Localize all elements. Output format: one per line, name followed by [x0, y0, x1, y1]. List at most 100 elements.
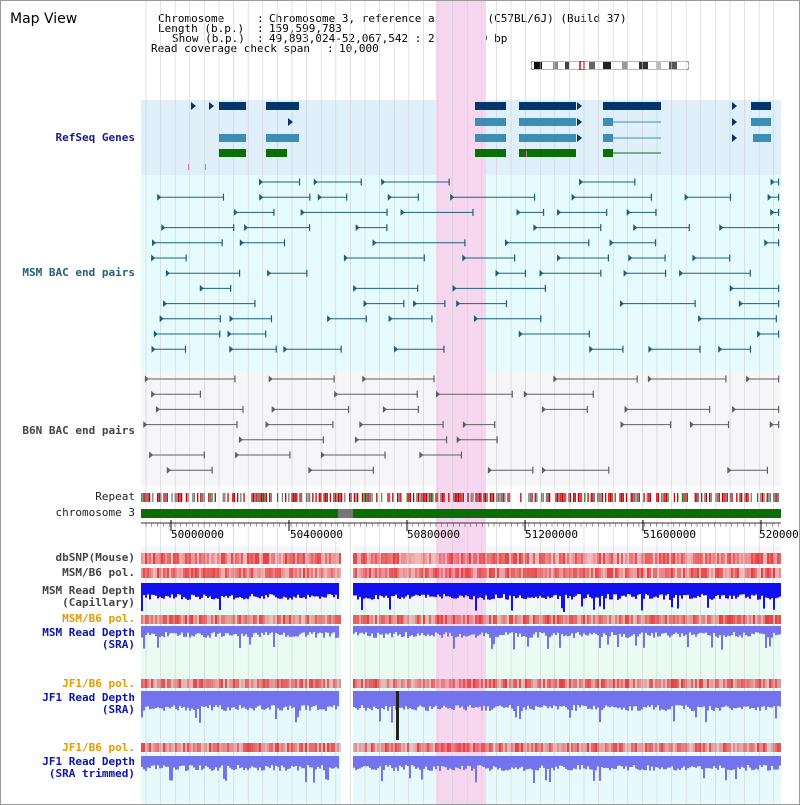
track-label-dbsnp[interactable]: dbSNP(Mouse) — [55, 551, 135, 564]
msm-cap-depth-bar — [517, 583, 519, 598]
jf1-pol-cell — [325, 679, 327, 688]
msm-sra-depth-bar — [691, 626, 693, 636]
jf1-pol-cell — [687, 679, 689, 688]
msm-pol2-cell — [377, 615, 379, 624]
bac-end-marker — [586, 405, 588, 413]
track-label-jf1-b6-pol-1[interactable]: JF1/B6 pol. — [62, 677, 135, 690]
msm-sra-depth-bar — [451, 626, 453, 637]
msm-cap-depth-bar — [529, 583, 531, 598]
dbsnp-cell — [693, 553, 695, 564]
jf1-sra-depth-bar — [213, 691, 215, 708]
jf1-trim-depth-bar — [529, 756, 531, 769]
msm-sra-depth-bar — [679, 626, 681, 638]
dbsnp-cell — [231, 553, 233, 564]
track-label-refseq[interactable]: RefSeq Genes — [55, 131, 135, 144]
msm-sra-depth-bar — [375, 626, 377, 638]
track-label-msm-bac[interactable]: MSM BAC end pairs — [22, 266, 135, 279]
msm-pol2-cell — [743, 615, 745, 624]
msm-cap-depth-bar — [693, 583, 695, 598]
jf1-pol2-cell — [395, 743, 397, 752]
jf1-pol2-cell — [545, 743, 547, 752]
msm-bac-track[interactable] — [151, 178, 780, 353]
bac-end-marker — [634, 178, 636, 186]
repeat-element — [701, 493, 703, 502]
track-label-msm-read-sra[interactable]: MSM Read Depth — [42, 626, 135, 639]
msm-sra-depth-bar — [199, 626, 201, 634]
repeat-element — [208, 493, 210, 502]
msm-pol-cell — [557, 568, 559, 578]
repeat-element — [457, 493, 460, 502]
bac-end-marker — [665, 269, 667, 277]
repeat-element — [419, 493, 421, 502]
jf1-sra-depth-bar — [457, 691, 459, 706]
jf1-pol2-cell — [261, 743, 263, 752]
msm-pol2-cell — [675, 615, 677, 624]
jf1-pol-cell — [475, 679, 477, 688]
bac-end-marker — [620, 300, 625, 308]
jf1-pol2-cell — [287, 743, 289, 752]
msm-pol-cell — [725, 568, 727, 578]
msm-pol-cell — [561, 568, 563, 578]
dbsnp-cell — [375, 553, 377, 564]
msm-cap-depth-bar — [177, 583, 179, 595]
track-label-msm-read-cap[interactable]: MSM Read Depth — [42, 584, 135, 597]
msm-pol-cell — [667, 568, 669, 578]
msm-pol2-cell — [281, 615, 283, 624]
msm-cap-depth-bar — [637, 583, 639, 595]
jf1-pol-cell — [747, 679, 749, 688]
chromosome-bar[interactable] — [141, 509, 781, 518]
jf1-pol-cell — [431, 679, 433, 688]
jf1-pol2-cell — [413, 743, 415, 752]
msm-pol2-cell — [517, 615, 519, 624]
jf1-pol2-cell — [373, 743, 375, 752]
dbsnp-cell — [637, 553, 639, 564]
msm-pol2-cell — [335, 615, 337, 624]
msm-pol2-cell — [395, 615, 397, 624]
msm-sra-depth-bar — [651, 626, 653, 634]
repeat-track[interactable] — [141, 493, 780, 502]
msm-cap-depth-bar — [709, 583, 711, 599]
track-label-msm-b6-pol-1[interactable]: MSM/B6 pol. — [62, 566, 135, 579]
msm-cap-depth-bar — [439, 583, 441, 597]
track-label-msm-b6-pol-2[interactable]: MSM/B6 pol. — [62, 612, 135, 625]
track-label-chromosome[interactable]: chromosome 3 — [55, 506, 135, 519]
jf1-pol-cell — [403, 679, 405, 688]
track-label-jf1-b6-pol-2[interactable]: JF1/B6 pol. — [62, 741, 135, 754]
track-label-repeat[interactable]: Repeat — [95, 490, 135, 503]
msm-pol-cell — [485, 568, 487, 578]
dbsnp-cell — [707, 553, 709, 564]
bac-end-marker — [516, 208, 521, 216]
jf1-trim-depth-bar — [675, 756, 677, 771]
jf1-pol-cell — [699, 679, 701, 688]
msm-pol2-cell — [567, 615, 569, 624]
repeat-element — [437, 493, 439, 502]
msm-pol2-cell — [213, 615, 215, 624]
msm-sra-depth-bar — [647, 626, 649, 636]
dbsnp-cell — [663, 553, 665, 564]
msm-pol2-cell — [187, 615, 189, 624]
msm-sra-depth-bar — [427, 626, 429, 635]
bac-end-marker — [444, 300, 446, 308]
msm-cap-depth-bar — [651, 583, 653, 599]
b6n-bac-track[interactable] — [143, 375, 780, 474]
jf1-pol-cell — [569, 679, 571, 688]
depth-tracks[interactable] — [141, 583, 781, 783]
track-label-jf1-read-sra[interactable]: JF1 Read Depth — [42, 691, 135, 704]
track-label-jf1-read-trim[interactable]: JF1 Read Depth — [42, 755, 135, 768]
jf1-pol2-cell — [149, 743, 151, 752]
refseq-track[interactable] — [188, 102, 771, 170]
msm-sra-depth-bar — [171, 626, 173, 633]
jf1-trim-depth-bar — [659, 756, 661, 770]
track-label-b6n-bac[interactable]: B6N BAC end pairs — [22, 424, 135, 437]
repeat-element — [741, 493, 743, 502]
dbsnp-cell — [443, 553, 445, 564]
msm-cap-depth-bar — [541, 583, 543, 598]
jf1-sra-depth-bar — [303, 691, 305, 706]
jf1-trim-depth-bar — [429, 756, 431, 771]
jf1-trim-depth-bar — [665, 756, 667, 770]
dbsnp-cell — [309, 553, 311, 564]
msm-cap-depth-bar — [773, 583, 775, 610]
jf1-pol2-cell — [517, 743, 519, 752]
heat-tracks[interactable] — [141, 553, 781, 752]
